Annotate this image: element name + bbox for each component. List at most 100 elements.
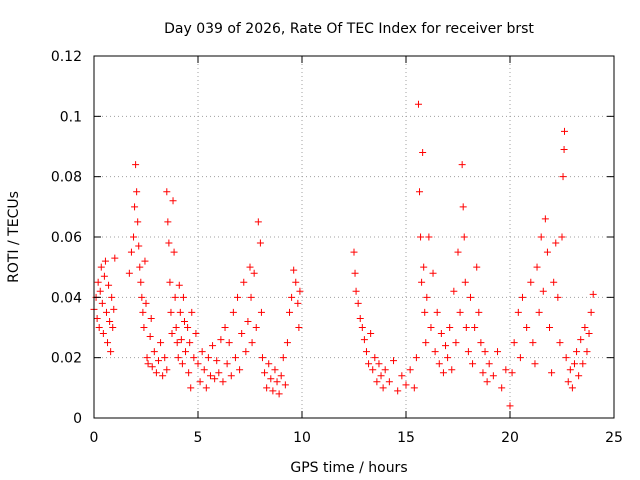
data-point	[575, 372, 583, 380]
data-point	[379, 384, 387, 392]
data-point	[265, 360, 273, 368]
data-point	[146, 333, 154, 341]
x-tick-label: 15	[397, 430, 415, 446]
data-point	[192, 330, 200, 338]
y-tick-label: 0.08	[51, 170, 82, 186]
data-point	[422, 339, 430, 347]
data-point	[419, 149, 427, 157]
data-point	[163, 188, 171, 196]
data-point	[425, 233, 433, 241]
data-point	[238, 330, 246, 338]
data-point	[190, 354, 198, 362]
data-point	[431, 348, 439, 356]
data-point	[96, 287, 104, 295]
data-point	[206, 372, 214, 380]
data-point	[261, 369, 269, 377]
data-point	[550, 278, 558, 286]
data-point	[188, 308, 196, 316]
data-point	[460, 233, 468, 241]
data-point	[227, 372, 235, 380]
data-point	[433, 308, 441, 316]
data-point	[170, 248, 178, 256]
data-point	[558, 233, 566, 241]
data-point	[494, 348, 502, 356]
data-point	[275, 390, 283, 398]
data-point	[95, 324, 103, 331]
data-point	[97, 263, 105, 271]
data-point	[381, 366, 389, 374]
data-point	[178, 360, 186, 368]
data-point	[485, 360, 493, 368]
data-point	[186, 339, 194, 347]
data-point	[198, 348, 206, 356]
data-point	[402, 381, 410, 389]
data-point	[375, 360, 383, 368]
data-point	[456, 308, 464, 316]
data-point	[130, 233, 138, 241]
data-point	[420, 263, 428, 271]
data-point	[362, 348, 370, 356]
data-point	[559, 173, 567, 181]
data-point	[459, 203, 467, 211]
x-tick-label: 20	[501, 430, 519, 446]
data-point	[164, 218, 172, 226]
data-point	[150, 348, 158, 356]
y-axis-label: ROTI / TECUs	[6, 191, 22, 283]
data-point	[377, 372, 385, 380]
data-point	[416, 188, 424, 196]
data-point	[236, 366, 244, 374]
data-points	[90, 100, 597, 410]
data-point	[423, 293, 431, 301]
data-point	[165, 239, 173, 247]
data-point	[279, 354, 287, 362]
data-point	[566, 366, 574, 374]
data-point	[479, 369, 487, 377]
data-point	[187, 384, 195, 392]
data-point	[93, 314, 101, 322]
data-point	[444, 354, 452, 362]
data-point	[215, 369, 223, 377]
data-point	[552, 239, 560, 247]
data-point	[135, 242, 143, 250]
data-point	[508, 369, 516, 377]
data-point	[442, 342, 450, 350]
data-point	[167, 308, 175, 316]
data-point	[587, 308, 595, 316]
data-point	[172, 324, 180, 331]
data-point	[174, 354, 182, 362]
data-point	[281, 381, 289, 389]
data-point	[446, 324, 454, 331]
data-point	[132, 161, 140, 169]
data-point	[417, 233, 425, 241]
data-point	[166, 278, 174, 286]
data-point	[439, 369, 447, 377]
data-point	[477, 339, 485, 347]
data-point	[529, 339, 537, 347]
data-point	[286, 308, 294, 316]
data-point	[185, 369, 193, 377]
data-point	[244, 317, 252, 325]
y-tick-label: 0.12	[51, 49, 82, 65]
data-point	[143, 354, 151, 362]
data-point	[385, 378, 393, 386]
data-point	[351, 269, 359, 277]
data-point	[144, 360, 152, 368]
data-point	[352, 287, 360, 295]
data-point	[204, 354, 212, 362]
data-point	[533, 263, 541, 271]
data-point	[110, 305, 118, 313]
data-point	[157, 339, 165, 347]
data-point	[219, 378, 227, 386]
data-point	[481, 348, 489, 356]
data-point	[240, 278, 248, 286]
data-point	[288, 293, 296, 301]
data-point	[131, 203, 139, 211]
data-point	[292, 278, 300, 286]
data-point	[412, 354, 420, 362]
data-point	[127, 248, 135, 256]
data-point	[564, 378, 572, 386]
data-point	[406, 366, 414, 374]
x-axis-ticks: 0 5 10 15 20 25	[90, 56, 623, 446]
data-point	[367, 330, 375, 338]
